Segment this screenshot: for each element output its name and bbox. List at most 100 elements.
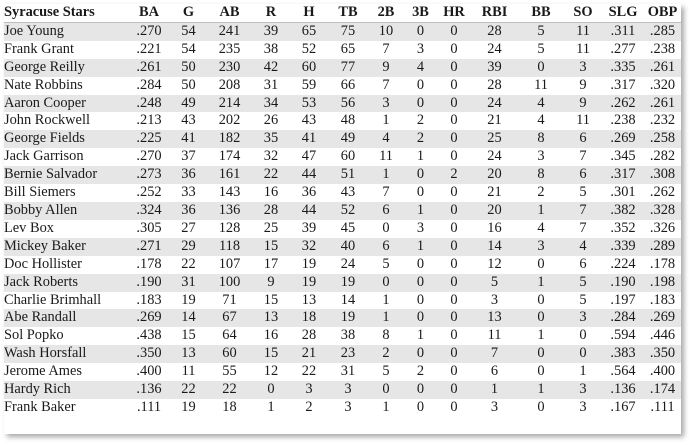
stat-cell-h: 32 [301,237,317,254]
stat-cell-rbi: 24 [487,40,502,57]
stat-cell-tb: 19 [340,273,356,290]
stat-cell-tb: 60 [340,148,356,165]
stat-cell-bb: 4 [537,112,545,129]
stat-cell-ba: .261 [136,58,162,75]
table-row: Wash Horsfall .350 13 60 15 21 23 2 0 0 7 0 0 .383 .35… [4,345,681,364]
stat-cell-ab: 202 [218,112,241,129]
player-name: Hardy Rich [4,381,71,398]
table-row: Nate Robbins .284 50 208 31 59 66 7 0 0 28 11 9 .317.… [4,76,681,95]
stat-cell-slg: .311 [610,22,636,39]
stat-cell-hr: 0 [450,130,458,147]
stat-cell-ab: 100 [218,273,241,290]
stat-cell-tb: 65 [340,40,356,57]
stat-cell-2b: 2 [382,345,390,362]
player-name: Aaron Cooper [4,94,86,111]
stat-cell-obp: .183 [649,291,676,308]
stat-cell-obp: .111 [650,398,675,415]
stat-cell-rbi: 13 [487,309,502,326]
stat-cell-ab: 22 [222,381,237,398]
stat-cell-r: 31 [263,76,279,93]
stat-cell-slg: .167 [610,398,636,415]
stat-cell-slg: .345 [610,148,636,165]
stat-cell-r: 28 [263,201,279,218]
player-name: George Fields [4,130,85,147]
stat-cell-bb: 0 [537,309,545,326]
stat-cell-rbi: 24 [487,148,502,165]
stat-cell-3b: 0 [416,381,425,398]
stat-cell-slg: .190 [610,273,636,290]
stat-cell-h: 47 [301,148,317,165]
stat-cell-3b: 2 [416,363,425,380]
stat-cell-obp: .238 [649,40,676,57]
table-row: Jack Garrison .270 37 174 32 47 60 11 1 0 24 3 7.345… [4,148,681,167]
stat-cell-h: 18 [301,309,317,326]
stat-cell-slg: .284 [610,309,636,326]
column-header-ba: BA [128,4,170,23]
stat-cell-h: 28 [301,327,317,344]
player-name: Bill Siemers [4,184,76,201]
stat-cell-r: 42 [263,58,279,75]
stat-cell-obp: .308 [649,166,676,183]
stat-cell-tb: 56 [340,94,356,111]
stat-cell-tb: 23 [340,345,356,362]
stat-cell-3b: 0 [416,255,425,272]
stat-cell-r: 34 [263,94,279,111]
stat-cell-rbi: 12 [487,255,502,272]
stat-cell-so: 11 [576,22,590,39]
player-name: Sol Popko [4,327,64,344]
stat-cell-so: 3 [579,309,587,326]
stat-cell-h: 19 [301,273,317,290]
stat-cell-slg: .262 [610,94,636,111]
stat-cell-rbi: 25 [487,130,502,147]
stat-cell-slg: .197 [610,291,636,308]
stat-cell-ab: 214 [218,94,241,111]
table-row: Abe Randall .269 14 67 13 18 19 1 0 0 13 0 3 .284 .269 [4,309,681,328]
stat-cell-bb: 0 [537,345,545,362]
stat-cell-ab: 71 [222,291,237,308]
stat-cell-ba: .213 [136,112,162,129]
stat-cell-3b: 0 [416,273,425,290]
stat-cell-bb: 8 [537,130,545,147]
stat-cell-2b: 7 [382,40,390,57]
stat-cell-obp: .269 [649,309,676,326]
stat-cell-hr: 0 [450,381,458,398]
column-header-g: G [170,4,207,23]
stat-cell-so: 6 [579,166,587,183]
stat-cell-g: 13 [181,345,196,362]
stat-cell-obp: .289 [649,237,676,254]
column-header-obp: OBP [644,4,681,23]
stat-cell-so: 3 [579,381,587,398]
stat-cell-rbi: 6 [490,363,499,380]
stat-cell-3b: 0 [416,398,425,415]
stat-cell-bb: 8 [537,166,545,183]
stat-cell-obp: .178 [649,255,676,272]
stat-cell-2b: 6 [382,237,390,254]
stat-cell-ab: 136 [218,201,241,218]
stat-cell-2b: 3 [382,94,390,111]
stat-cell-rbi: 14 [487,237,502,254]
stat-cell-hr: 0 [450,237,458,254]
stat-cell-obp: .261 [649,58,676,75]
stat-cell-hr: 0 [450,327,458,344]
stat-cell-hr: 0 [450,291,458,308]
stat-cell-rbi: 28 [487,76,502,93]
table-row: George Reilly .261 50 230 42 60 77 9 4 0 39 0 3.335.… [4,58,681,77]
stat-cell-3b: 0 [416,184,425,201]
stat-cell-hr: 0 [450,255,458,272]
stat-cell-r: 15 [263,237,279,254]
stat-cell-ab: 235 [218,40,241,57]
stat-cell-3b: 0 [416,76,425,93]
stat-cell-ab: 161 [218,166,241,183]
stat-cell-r: 1 [267,398,275,415]
stat-cell-3b: 0 [416,345,425,362]
stat-cell-so: 4 [579,237,587,254]
table-row: Lev Box .305 27 128 25 39 45 0 3 0 16 4 7 .352 .326 [4,219,681,238]
stat-cell-h: 65 [301,22,317,39]
stat-cell-hr: 0 [450,398,458,415]
table-body: Joe Young .270 54 241 39 65 75 10 0 0 28 5 11.311.28… [4,22,681,417]
stat-cell-3b: 0 [416,22,425,39]
stat-cell-hr: 0 [450,94,458,111]
stat-cell-g: 36 [181,166,196,183]
stat-cell-h: 3 [305,381,313,398]
stat-cell-slg: .383 [610,345,636,362]
